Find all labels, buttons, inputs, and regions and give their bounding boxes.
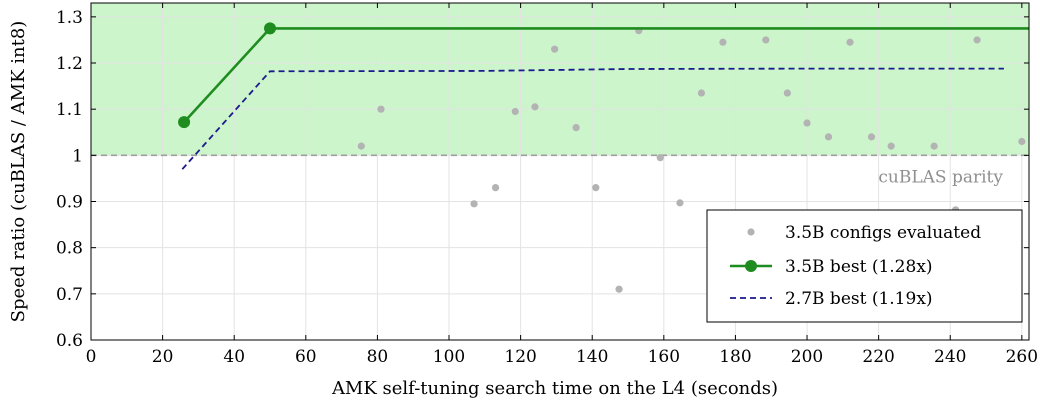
config-point — [491, 184, 500, 192]
best-3.5b-marker — [178, 116, 191, 129]
config-point — [592, 184, 600, 192]
config-point — [1018, 137, 1026, 146]
x-tick-label: 0 — [86, 347, 97, 367]
x-tick-label: 220 — [862, 347, 894, 367]
config-point — [783, 89, 791, 97]
plot-frame — [90, 2, 1030, 341]
config-point — [377, 105, 385, 113]
x-tick-label: 120 — [504, 347, 536, 367]
config-point — [470, 200, 478, 208]
y-tick-label: 0.9 — [56, 193, 83, 213]
x-tick-label: 20 — [152, 347, 174, 367]
best-2.7b-line — [181, 67, 1004, 170]
x-tick-label: 200 — [791, 347, 823, 367]
config-point — [867, 133, 876, 141]
x-tick-label: 260 — [1006, 347, 1038, 367]
config-point — [572, 124, 580, 132]
config-point — [887, 142, 895, 150]
legend-label-2.7b: 2.7B best (1.19x) — [785, 289, 933, 309]
best-3.5b-marker — [264, 22, 277, 35]
config-point — [930, 142, 938, 150]
y-tick-label: 1 — [72, 146, 83, 166]
config-point — [973, 36, 981, 44]
x-tick-label: 40 — [223, 347, 245, 367]
legend-label-3.5b: 3.5B best (1.28x) — [785, 257, 933, 277]
config-point — [762, 36, 770, 44]
y-tick-label: 1.1 — [56, 100, 83, 120]
y-tick-label: 1.3 — [56, 8, 83, 28]
speedup-region — [91, 3, 1029, 156]
y-axis-label: Speed ratio (cuBLAS / AMK int8) — [8, 21, 29, 323]
config-point — [357, 142, 365, 150]
config-point — [656, 154, 664, 162]
x-tick-label: 180 — [719, 347, 751, 367]
config-point — [803, 119, 811, 127]
config-point — [551, 45, 559, 53]
y-tick-label: 0.8 — [56, 239, 83, 259]
config-point — [615, 285, 623, 293]
y-tick-label: 0.7 — [56, 285, 83, 305]
x-tick-label: 60 — [295, 347, 317, 367]
config-point — [531, 103, 539, 111]
config-point — [676, 199, 684, 207]
config-point — [846, 38, 854, 46]
parity-label: cuBLAS parity — [878, 167, 1003, 187]
y-tick-label: 0.6 — [56, 331, 83, 351]
config-point — [824, 133, 833, 141]
x-tick-label: 140 — [576, 347, 608, 367]
legend-label-configs: 3.5B configs evaluated — [785, 223, 981, 243]
x-tick-label: 240 — [934, 347, 966, 367]
config-point — [697, 89, 706, 97]
x-tick-label: 80 — [367, 347, 389, 367]
config-point — [719, 38, 727, 46]
y-tick-label: 1.2 — [56, 54, 83, 74]
x-tick-label: 100 — [433, 347, 465, 367]
x-tick-label: 160 — [648, 347, 680, 367]
legend-swatch-marker-3.5b — [745, 260, 757, 272]
config-point — [511, 107, 519, 116]
legend-swatch-configs — [747, 228, 755, 236]
x-axis-label: AMK self-tuning search time on the L4 (s… — [331, 378, 778, 399]
